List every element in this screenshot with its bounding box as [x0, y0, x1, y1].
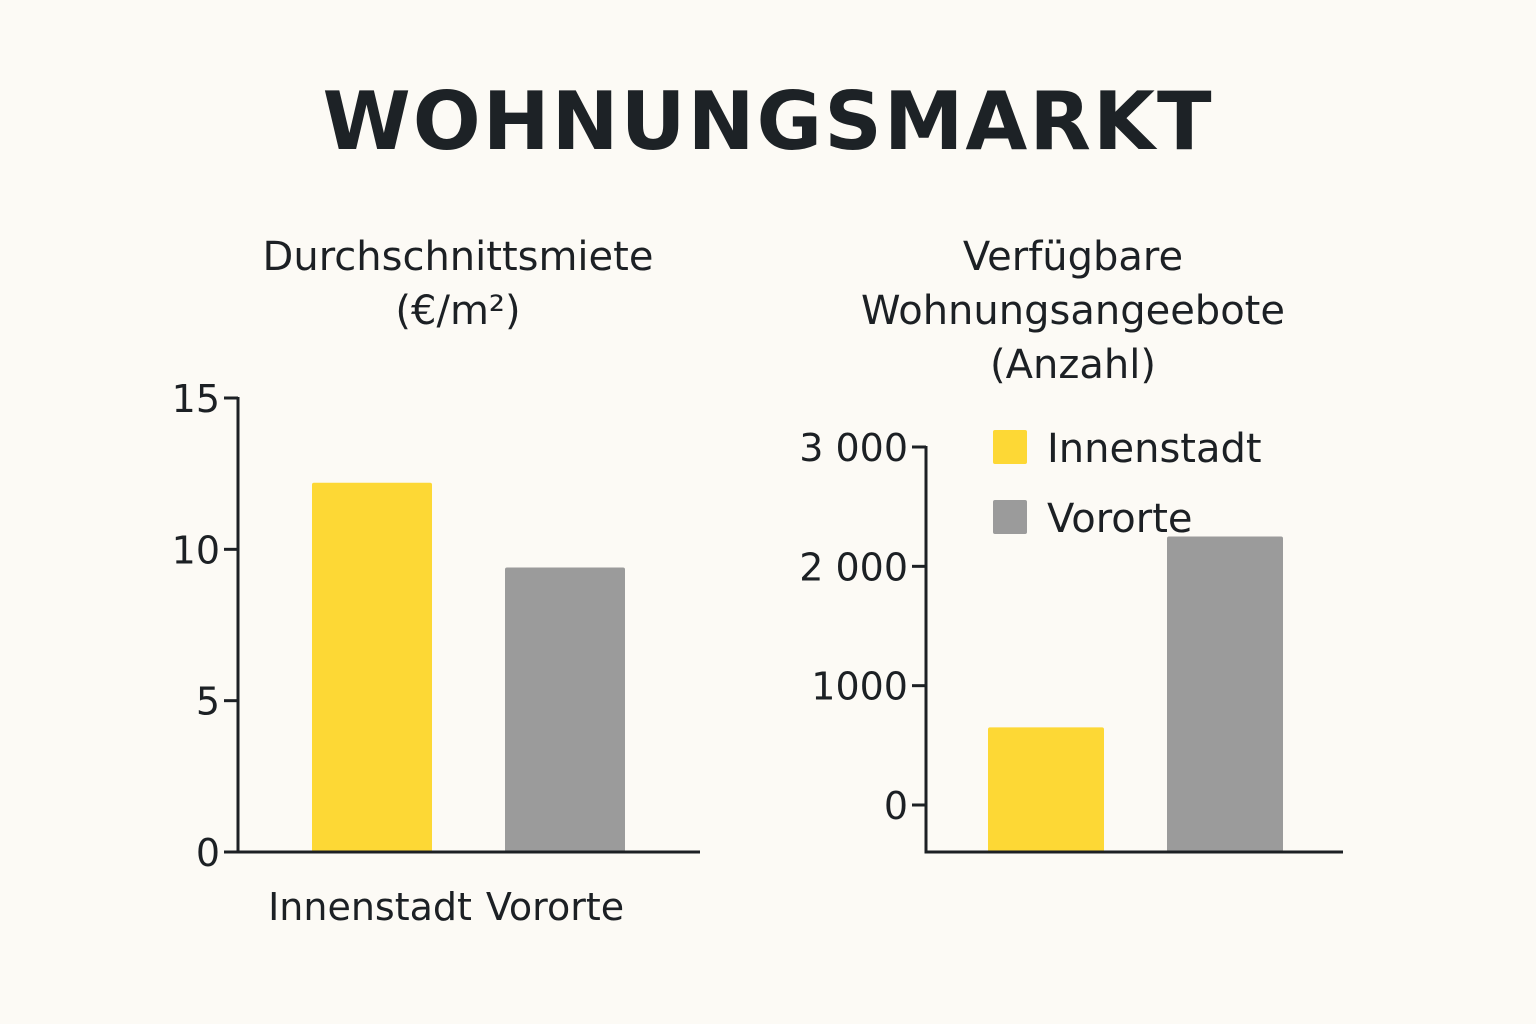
chart2-y-tick-label: 0: [884, 784, 908, 828]
chart1-title-line: Durchschnittsmiete: [263, 234, 654, 280]
chart2-y-tick-label: 3 000: [799, 426, 908, 470]
chart1-bar-vororte: [505, 567, 625, 852]
chart1-bar-innenstadt: [312, 482, 432, 852]
chart1-y-tick-label: 15: [172, 377, 220, 421]
chart2-title-line: Wohnungsangeebote: [861, 288, 1285, 334]
chart2-bar-vororte: [1167, 536, 1283, 852]
chart2-y-tick-label: 1000: [811, 665, 908, 709]
chart2-legend-label: Vororte: [1047, 496, 1193, 542]
chart2-bar-innenstadt: [988, 727, 1104, 852]
chart1-y-tick-label: 5: [196, 680, 220, 724]
chart1-category-label: Innenstadt: [268, 885, 472, 929]
chart1-title-line: (€/m²): [395, 288, 520, 334]
chart2-title-line: (Anzahl): [990, 342, 1156, 388]
page-title: WOHNUNGSMARKT: [322, 75, 1214, 168]
chart2-legend-label: Innenstadt: [1047, 426, 1262, 472]
chart1-category-label: Vororte: [486, 885, 624, 929]
chart2-legend-swatch: [993, 430, 1027, 464]
chart2-legend-swatch: [993, 500, 1027, 534]
chart1-y-tick-label: 10: [172, 528, 220, 572]
chart2-title-line: Verfügbare: [963, 234, 1183, 280]
chart1-y-tick-label: 0: [196, 831, 220, 875]
chart2-y-tick-label: 2 000: [799, 545, 908, 589]
